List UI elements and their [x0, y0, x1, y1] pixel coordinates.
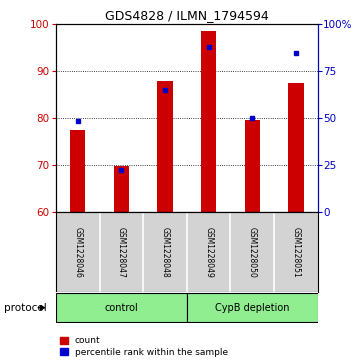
Text: GSM1228047: GSM1228047	[117, 227, 126, 278]
Text: protocol: protocol	[4, 303, 46, 313]
Text: GSM1228048: GSM1228048	[161, 227, 170, 278]
Bar	[201, 30, 216, 212]
Text: control: control	[105, 303, 138, 313]
Bar	[288, 82, 304, 212]
Bar	[157, 81, 173, 212]
Title: GDS4828 / ILMN_1794594: GDS4828 / ILMN_1794594	[105, 9, 269, 23]
Text: GSM1228051: GSM1228051	[291, 227, 300, 278]
Legend: count, percentile rank within the sample: count, percentile rank within the sample	[61, 337, 228, 357]
Text: GSM1228049: GSM1228049	[204, 227, 213, 278]
Text: GSM1228050: GSM1228050	[248, 227, 257, 278]
Bar	[56, 293, 187, 322]
Text: GSM1228046: GSM1228046	[73, 227, 82, 278]
Text: CypB depletion: CypB depletion	[215, 303, 290, 313]
Bar	[245, 120, 260, 212]
Bar	[187, 293, 318, 322]
Bar	[70, 130, 86, 212]
Bar	[114, 166, 129, 212]
